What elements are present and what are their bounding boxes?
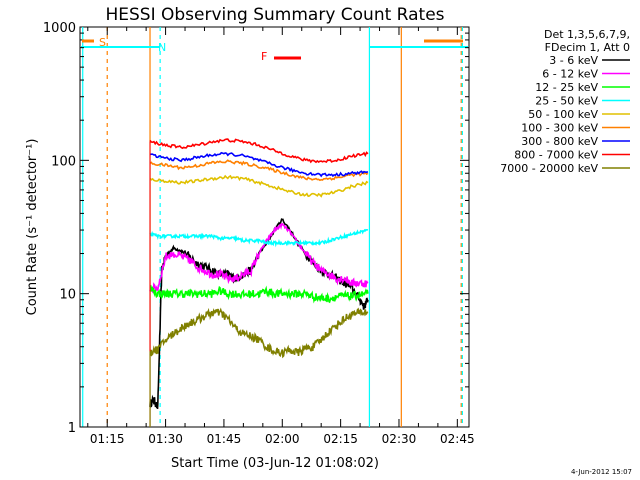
x-axis: 01:15 01:30 01:45 02:00 02:15 02:30 02:45: [87, 27, 475, 446]
y-tick-label-2: 100: [51, 154, 76, 169]
legend-header-2: FDecim 1, Att 0: [545, 41, 630, 54]
legend-label-8: 7000 - 20000 keV: [500, 162, 598, 175]
x-axis-label: Start Time (03-Jun-12 01:08:02): [171, 456, 379, 471]
series-line-3: [149, 228, 369, 248]
y-axis: 1 10 100 1000: [43, 21, 469, 436]
legend-header-1: Det 1,3,5,6,7,9,: [544, 28, 630, 41]
n-label: N: [158, 41, 166, 54]
legend-label-1: 6 - 12 keV: [542, 68, 598, 81]
x-tick-label-4: 02:15: [323, 432, 358, 446]
series-line-0: [149, 218, 369, 410]
series-line-4: [149, 174, 369, 198]
event-bands: [81, 27, 468, 427]
legend-label-7: 800 - 7000 keV: [514, 149, 598, 162]
y-tick-label-0: 1: [68, 421, 76, 436]
legend: Det 1,3,5,6,7,9, FDecim 1, Att 0 3 - 6 k…: [500, 28, 630, 175]
y-tick-label-3: 1000: [43, 21, 76, 36]
series-line-7: [149, 138, 369, 164]
plot-area: [79, 26, 470, 428]
legend-label-5: 100 - 300 keV: [521, 122, 598, 135]
plot-frame: [79, 26, 470, 428]
event-annotations: S N F: [82, 36, 463, 63]
y-tick-label-1: 10: [59, 288, 76, 303]
x-tick-label-5: 02:30: [382, 432, 417, 446]
chart-title: HESSI Observing Summary Count Rates: [105, 5, 444, 25]
x-tick-label-3: 02:00: [265, 432, 300, 446]
series-line-8: [149, 307, 369, 359]
x-tick-label-0: 01:15: [90, 432, 125, 446]
legend-label-4: 50 - 100 keV: [528, 108, 598, 121]
x-tick-label-6: 02:45: [440, 432, 475, 446]
x-tick-label-2: 01:45: [207, 432, 242, 446]
legend-label-0: 3 - 6 keV: [549, 54, 598, 67]
x-tick-label-1: 01:30: [148, 432, 183, 446]
series-line-1: [149, 222, 369, 294]
legend-label-2: 12 - 25 keV: [535, 81, 598, 94]
legend-label-6: 300 - 800 keV: [521, 135, 598, 148]
legend-label-3: 25 - 50 keV: [535, 95, 598, 108]
s-label: S: [99, 36, 106, 49]
series-line-5: [149, 159, 369, 182]
series-layer: [149, 138, 369, 427]
f-label: F: [261, 50, 267, 63]
timestamp: 4-Jun-2012 15:07: [571, 468, 632, 476]
y-axis-label: Count Rate (s⁻¹ detector⁻¹): [25, 139, 40, 316]
series-line-6: [149, 151, 369, 178]
series-line-2: [149, 284, 369, 304]
